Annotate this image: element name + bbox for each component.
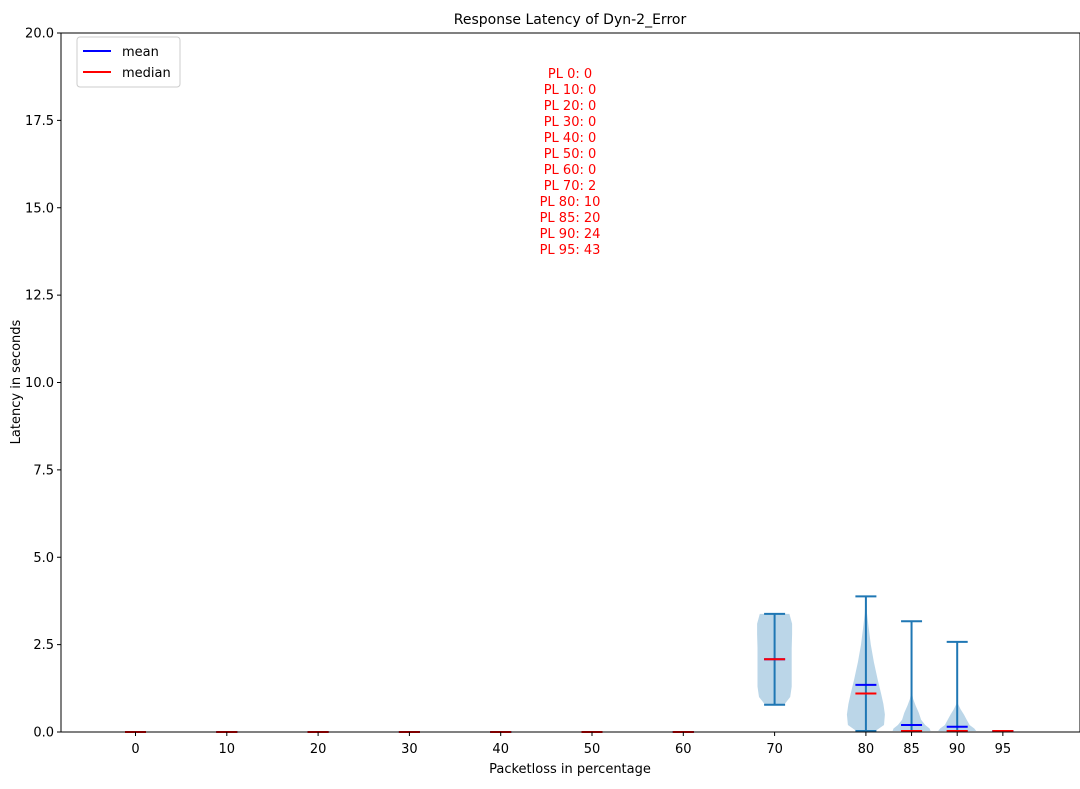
- x-tick-label: 10: [219, 742, 236, 757]
- annotation-line: PL 20: 0: [544, 99, 597, 114]
- x-tick-label: 50: [584, 742, 601, 757]
- violin-group-90: [938, 640, 977, 732]
- x-tick-label: 0: [131, 742, 139, 757]
- y-tick-label: 2.5: [33, 638, 54, 653]
- annotation-line: PL 70: 2: [544, 179, 597, 194]
- x-tick-label: 90: [949, 742, 966, 757]
- x-tick-label: 20: [310, 742, 327, 757]
- y-tick-label: 10.0: [25, 376, 54, 391]
- annotation-line: PL 10: 0: [544, 83, 597, 98]
- x-axis-label: Packetloss in percentage: [489, 762, 651, 777]
- y-axis-label: Latency in seconds: [9, 319, 24, 444]
- annotation-line: PL 0: 0: [548, 67, 592, 82]
- x-tick-label: 60: [675, 742, 692, 757]
- x-tick-label: 40: [492, 742, 509, 757]
- annotation-line: PL 95: 43: [540, 243, 601, 258]
- violin-group-85: [892, 620, 931, 732]
- annotation-line: PL 50: 0: [544, 147, 597, 162]
- violin-group-70: [757, 612, 793, 706]
- annotation-line: PL 90: 24: [540, 227, 601, 242]
- y-tick-label: 15.0: [25, 201, 54, 216]
- legend-median-label: median: [122, 66, 171, 81]
- x-tick-label: 80: [858, 742, 875, 757]
- y-tick-label: 5.0: [33, 551, 54, 566]
- y-tick-label: 17.5: [25, 114, 54, 129]
- x-tick-label: 30: [401, 742, 418, 757]
- annotation-line: PL 80: 10: [540, 195, 601, 210]
- annotation-line: PL 30: 0: [544, 115, 597, 130]
- x-tick-label: 85: [903, 742, 920, 757]
- y-tick-label: 20.0: [25, 27, 54, 42]
- legend-box: [76, 36, 181, 88]
- y-tick-label: 0.0: [33, 726, 54, 741]
- x-tick-label: 70: [766, 742, 783, 757]
- x-tick-label: 95: [995, 742, 1012, 757]
- chart-title: Response Latency of Dyn-2_Error: [454, 12, 687, 28]
- y-axis: 0.0 2.5 5.0 7.5 10.0 12.5 15.0 17.5 20.0: [25, 27, 61, 741]
- packetloss-annotation: PL 0: 0PL 10: 0PL 20: 0PL 30: 0PL 40: 0P…: [540, 67, 601, 258]
- annotation-line: PL 60: 0: [544, 163, 597, 178]
- y-tick-label: 7.5: [33, 463, 54, 478]
- y-tick-label: 12.5: [25, 289, 54, 304]
- plot-frame: [60, 32, 1080, 733]
- annotation-line: PL 85: 20: [540, 211, 601, 226]
- x-axis: 0 10 20 30 40 50 60 70 80 85 90 95: [131, 732, 1011, 757]
- violin-group-80: [846, 595, 885, 732]
- legend-mean-label: mean: [122, 45, 159, 60]
- legend: mean median: [76, 36, 181, 88]
- annotation-line: PL 40: 0: [544, 131, 597, 146]
